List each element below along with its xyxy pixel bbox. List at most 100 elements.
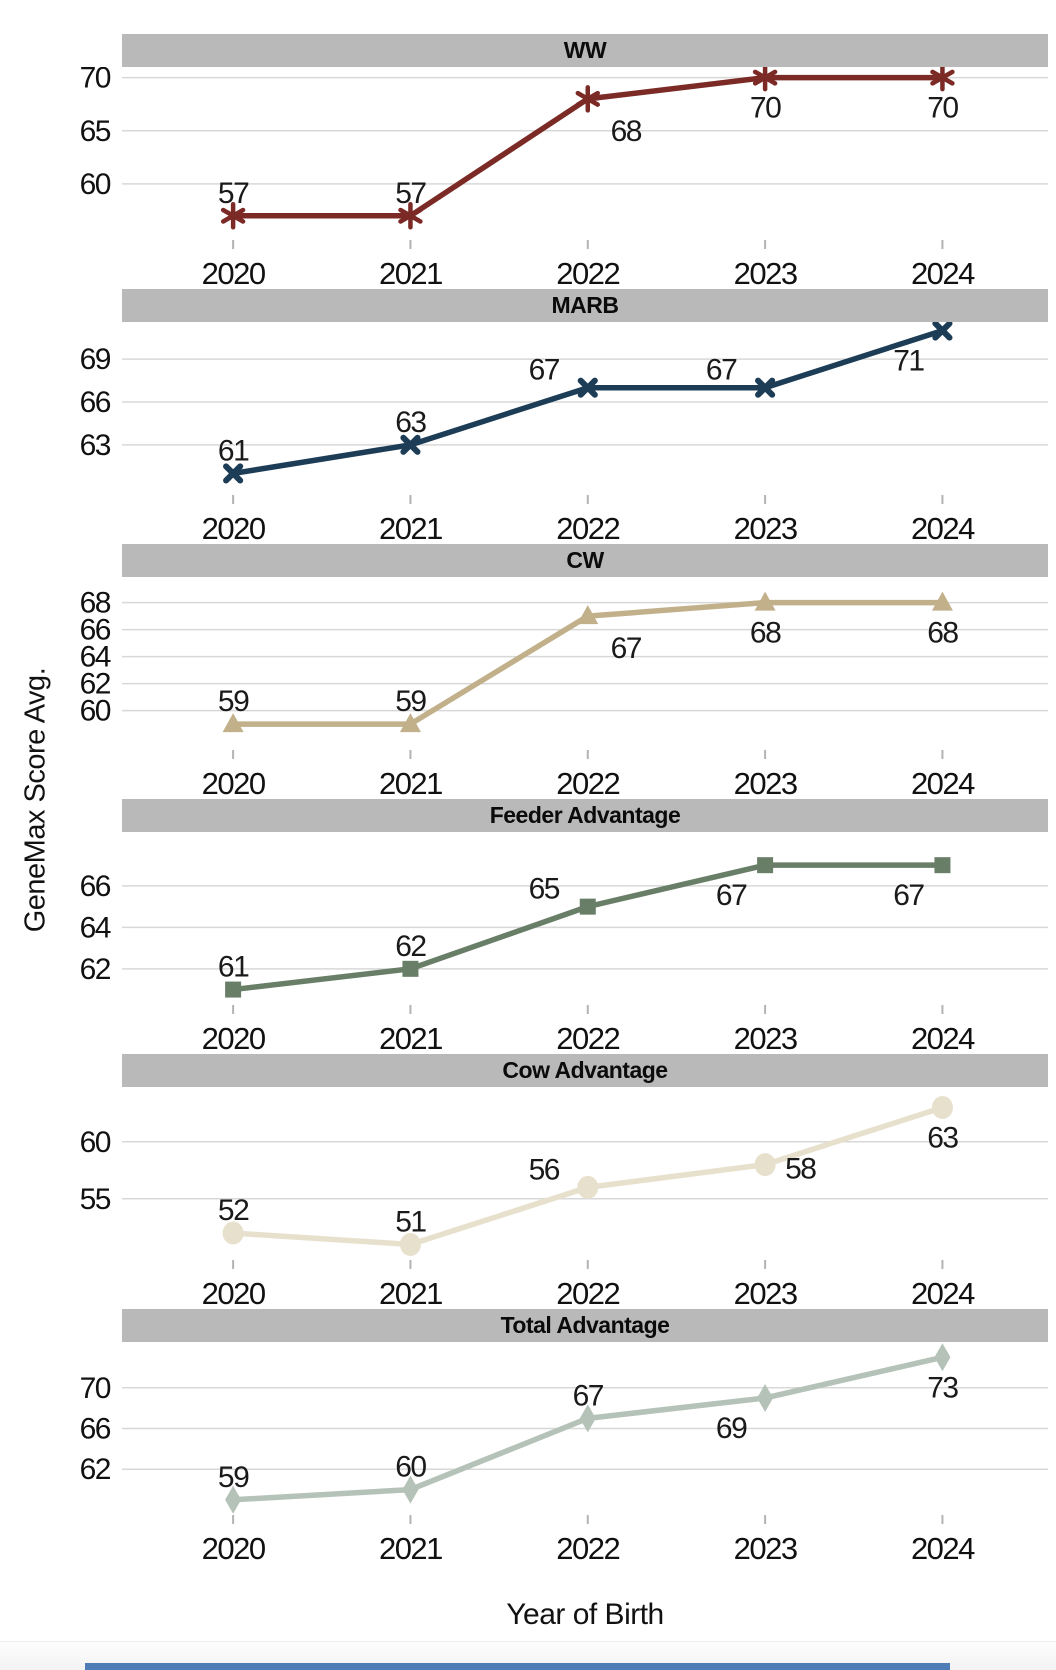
data-point-label: 67 bbox=[893, 879, 924, 912]
panel-title: MARB bbox=[551, 292, 620, 318]
triangle-marker bbox=[931, 591, 953, 611]
x-axis-title: Year of Birth bbox=[506, 1598, 664, 1631]
diamond-marker bbox=[402, 1475, 419, 1504]
data-point-label: 63 bbox=[395, 406, 426, 439]
y-tick-label: 69 bbox=[80, 343, 111, 376]
x-tick-label: 2024 bbox=[911, 1531, 975, 1564]
x-tick-label: 2020 bbox=[202, 511, 266, 544]
y-tick-label: 66 bbox=[80, 870, 111, 903]
y-tick-label: 62 bbox=[80, 953, 111, 986]
asterisk-marker bbox=[398, 202, 423, 230]
data-point-label: 69 bbox=[716, 1412, 747, 1445]
asterisk-marker bbox=[752, 67, 778, 92]
x-marker bbox=[932, 322, 953, 341]
circle-marker bbox=[754, 1153, 776, 1177]
square-marker bbox=[225, 981, 242, 998]
bottom-cropped-blue-bar bbox=[85, 1663, 950, 1670]
square-marker bbox=[579, 898, 596, 915]
data-point-label: 67 bbox=[529, 354, 560, 387]
data-point-label: 73 bbox=[927, 1371, 958, 1404]
triangle-marker bbox=[754, 591, 776, 611]
data-point-label: 68 bbox=[927, 617, 958, 650]
x-tick-label: 2020 bbox=[202, 1531, 266, 1564]
x-tick-label: 2020 bbox=[202, 256, 266, 289]
data-point-label: 59 bbox=[218, 685, 249, 718]
y-tick-label: 65 bbox=[80, 115, 111, 148]
data-point-label: 56 bbox=[529, 1153, 560, 1186]
circle-marker bbox=[931, 1096, 953, 1120]
x-tick-label: 2024 bbox=[911, 1021, 975, 1054]
x-tick-label: 2020 bbox=[202, 1276, 266, 1309]
y-tick-label: 66 bbox=[80, 1413, 111, 1446]
asterisk-marker bbox=[930, 67, 955, 92]
square-marker bbox=[757, 857, 774, 874]
x-marker bbox=[223, 463, 244, 484]
x-tick-label: 2024 bbox=[911, 1276, 975, 1309]
panel-total-advantage: Total Advantage 70 66 62 2020 2021 2022 2023 20… bbox=[0, 1309, 1056, 1564]
data-point-label: 57 bbox=[218, 177, 249, 210]
x-tick-label: 2023 bbox=[734, 256, 797, 289]
x-tick-label: 2024 bbox=[911, 511, 975, 544]
data-point-label: 70 bbox=[927, 92, 958, 125]
panel-header-marb: MARB bbox=[122, 289, 1048, 322]
data-point-label: 71 bbox=[893, 345, 924, 378]
circle-marker bbox=[577, 1175, 599, 1199]
y-tick-label: 62 bbox=[80, 668, 111, 701]
panel-title: Feeder Advantage bbox=[489, 802, 681, 828]
x-tick-label: 2021 bbox=[379, 1531, 442, 1564]
square-marker bbox=[402, 960, 419, 977]
y-tick-label: 70 bbox=[80, 67, 111, 95]
triangle-marker bbox=[222, 713, 244, 733]
panel-header-cw: CW bbox=[122, 544, 1048, 577]
x-marker bbox=[755, 377, 776, 398]
x-tick-label: 2022 bbox=[556, 256, 619, 289]
x-marker bbox=[577, 377, 598, 398]
panel-header-feeder-advantage: Feeder Advantage bbox=[122, 799, 1048, 832]
data-point-label: 63 bbox=[927, 1122, 958, 1155]
x-tick-label: 2021 bbox=[379, 1021, 442, 1054]
diamond-marker bbox=[934, 1343, 951, 1372]
data-point-label: 68 bbox=[750, 617, 781, 650]
data-point-label: 67 bbox=[716, 879, 747, 912]
diamond-marker bbox=[579, 1404, 596, 1433]
panel-stack: WW 70 65 60 2020 2021 2022 2023 2024 57 57 68 70 70 … bbox=[0, 34, 1056, 1564]
data-point-label: 58 bbox=[785, 1153, 816, 1186]
panel-header-cow-advantage: Cow Advantage bbox=[122, 1054, 1048, 1087]
y-tick-label: 68 bbox=[80, 587, 111, 620]
plot-feeder-advantage: 66 64 62 2020 2021 2022 2023 2024 61 62 65 67 67 bbox=[80, 857, 1048, 1054]
data-point-label: 61 bbox=[218, 434, 249, 467]
x-marker bbox=[400, 434, 421, 455]
x-tick-label: 2021 bbox=[379, 511, 442, 544]
data-point-label: 67 bbox=[573, 1379, 604, 1412]
panel-cw: CW 68 66 64 62 60 2020 2021 2022 2023 2024 59 59 67 6… bbox=[0, 544, 1056, 799]
y-tick-label: 62 bbox=[80, 1453, 111, 1486]
panel-ww: WW 70 65 60 2020 2021 2022 2023 2024 57 57 68 70 70 bbox=[0, 34, 1056, 289]
x-tick-label: 2022 bbox=[556, 1531, 619, 1564]
x-tick-label: 2024 bbox=[911, 256, 975, 289]
x-tick-label: 2023 bbox=[734, 1021, 797, 1054]
y-tick-label: 55 bbox=[80, 1183, 111, 1216]
x-tick-label: 2020 bbox=[202, 766, 266, 799]
x-tick-label: 2023 bbox=[734, 1276, 797, 1309]
panel-cow-advantage: Cow Advantage 60 55 2020 2021 2022 2023 2024 52… bbox=[0, 1054, 1056, 1309]
data-point-label: 65 bbox=[529, 873, 560, 906]
y-tick-label: 66 bbox=[80, 386, 111, 419]
y-tick-label: 64 bbox=[80, 641, 111, 674]
square-marker bbox=[934, 857, 951, 874]
x-tick-label: 2022 bbox=[556, 1021, 619, 1054]
x-tick-label: 2021 bbox=[379, 1276, 442, 1309]
data-point-label: 60 bbox=[395, 1451, 426, 1484]
data-point-label: 62 bbox=[395, 930, 426, 963]
data-point-label: 68 bbox=[611, 115, 642, 148]
data-point-label: 51 bbox=[395, 1205, 426, 1238]
panel-title: Total Advantage bbox=[500, 1312, 670, 1338]
x-tick-label: 2024 bbox=[911, 766, 975, 799]
triangle-marker bbox=[577, 605, 599, 625]
y-tick-label: 64 bbox=[80, 911, 111, 944]
panel-title: CW bbox=[566, 547, 604, 573]
x-tick-label: 2021 bbox=[379, 256, 442, 289]
x-tick-label: 2020 bbox=[202, 1021, 266, 1054]
data-point-label: 57 bbox=[395, 177, 426, 210]
